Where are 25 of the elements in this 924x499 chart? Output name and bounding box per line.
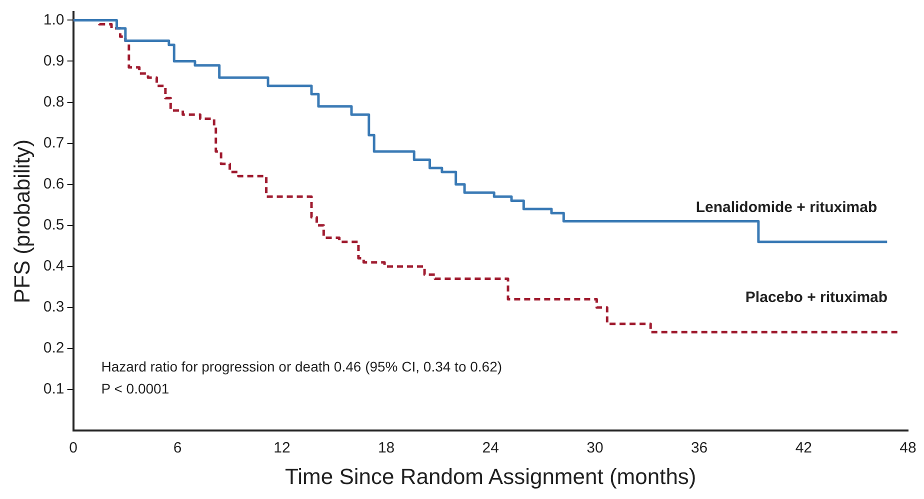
x-tick-label: 36 <box>690 440 708 457</box>
series-label: Placebo + rituximab <box>745 289 888 306</box>
x-tick-label: 24 <box>482 440 499 457</box>
x-tick-label: 18 <box>378 440 395 457</box>
y-tick-label: 1.0 <box>43 11 64 28</box>
x-tick-label: 12 <box>274 440 290 457</box>
x-tick-label: 48 <box>900 440 916 457</box>
annotation: P < 0.0001 <box>101 380 170 397</box>
x-axis-title: Time Since Random Assignment (months) <box>285 464 696 489</box>
series-label: Lenalidomide + rituximab <box>696 198 878 216</box>
y-tick-label: 0.7 <box>43 134 64 152</box>
x-tick-label: 42 <box>795 440 812 457</box>
x-tick-label: 30 <box>586 440 604 457</box>
y-tick-label: 0.3 <box>43 298 64 316</box>
y-tick-label: 0.2 <box>43 340 64 357</box>
x-tick-label: 6 <box>173 440 182 457</box>
y-tick-label: 0.1 <box>43 380 64 398</box>
y-tick-label: 0.4 <box>43 258 64 275</box>
x-tick-label: 0 <box>69 440 78 457</box>
y-tick-label: 0.8 <box>43 93 64 110</box>
annotation: Hazard ratio for progression or death 0.46 (95% CI, 0.34 to 0.62) <box>101 358 502 375</box>
y-tick-label: 0.5 <box>43 216 64 234</box>
y-tick-label: 0.6 <box>43 176 64 193</box>
y-axis-title: PFS (probability) <box>9 139 34 304</box>
y-tick-label: 0.9 <box>43 52 64 70</box>
